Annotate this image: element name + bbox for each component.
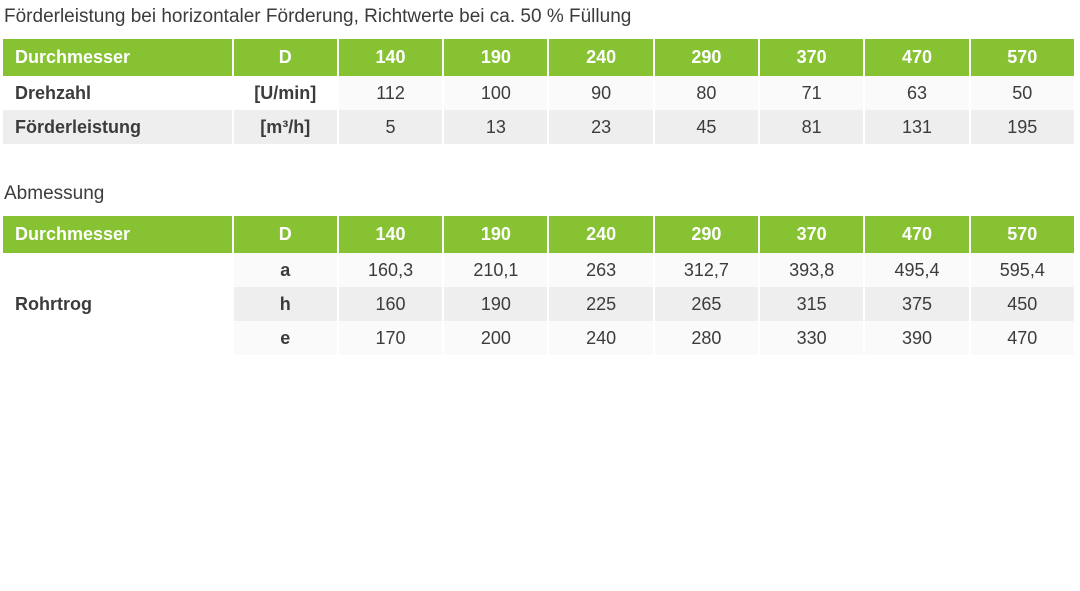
table-row: Drehzahl [U/min] 112 100 90 80 71 63 50 [3,76,1074,110]
header-cell: D [233,39,337,76]
table-header-row: Durchmesser D 140 190 240 290 370 470 57… [3,216,1074,253]
header-cell: D [233,216,337,253]
row-label: Drehzahl [15,82,92,103]
value-cell: 450 [970,287,1074,321]
value-cell: 71 [760,76,864,110]
value-cell: 595,4 [970,253,1074,287]
value-cell: 112 [338,76,443,110]
value-cell: 190 [444,287,548,321]
value-cell: 200 [444,321,548,355]
header-cell: 290 [654,39,759,76]
header-cell: 190 [444,216,548,253]
header-cell: 190 [444,39,548,76]
header-cell: 570 [970,216,1074,253]
value-cell: 280 [654,321,759,355]
value-cell: 23 [549,110,653,144]
value-cell: 495,4 [865,253,969,287]
table-row: Rohrtrog a 160,3 210,1 263 312,7 393,8 4… [3,253,1074,355]
header-cell: 370 [760,216,864,253]
value-cell: 195 [970,110,1074,144]
value-cell: 315 [760,287,864,321]
value-cell: 390 [865,321,969,355]
header-cell: Durchmesser [3,39,232,76]
header-cell: 370 [760,39,864,76]
value-cell: 5 [338,110,443,144]
dimensions-table: Durchmesser D 140 190 240 290 370 470 57… [1,216,1076,355]
table2-title: Abmessung [4,183,105,204]
header-cell: Durchmesser [3,216,232,253]
value-cell: 240 [549,321,653,355]
row-unit: e [233,321,337,355]
value-cell: 225 [549,287,653,321]
header-cell: 470 [865,216,969,253]
value-cell: 50 [970,76,1074,110]
table-row: Förderleistung [m³/h] 5 13 23 45 81 131 … [3,110,1074,144]
value-cell: 330 [760,321,864,355]
value-cell: 81 [760,110,864,144]
value-cell: 131 [865,110,969,144]
row-unit: h [233,287,337,321]
value-cell: 90 [549,76,653,110]
value-cell: 312,7 [654,253,759,287]
value-cell: 393,8 [760,253,864,287]
table-header-row: Durchmesser D 140 190 240 290 370 470 57… [3,39,1074,76]
value-cell: 265 [654,287,759,321]
group-label: Rohrtrog [3,253,232,355]
value-cell: 13 [444,110,548,144]
value-cell: 45 [654,110,759,144]
table1-title: Förderleistung bei horizontaler Förderun… [4,6,632,27]
value-cell: 210,1 [444,253,548,287]
value-cell: 160,3 [338,253,443,287]
conveying-capacity-table: Durchmesser D 140 190 240 290 370 470 57… [1,39,1076,144]
value-cell: 100 [444,76,548,110]
header-cell: 240 [549,39,653,76]
table-row: e 170 200 240 280 330 390 470 [3,321,1074,355]
value-cell: 263 [549,253,653,287]
row-label: Förderleistung [3,110,232,144]
value-cell: 80 [654,76,759,110]
row-unit: [m³/h] [233,110,337,144]
header-cell: 570 [970,39,1074,76]
value-cell: 375 [865,287,969,321]
table-row: h 160 190 225 265 315 375 450 [3,287,1074,321]
value-cell: 470 [970,321,1074,355]
value-cell: 160 [338,287,443,321]
value-cell: 63 [865,76,969,110]
header-cell: 240 [549,216,653,253]
row-unit: a [233,253,337,287]
value-cell: 170 [338,321,443,355]
header-cell: 290 [654,216,759,253]
header-cell: 140 [338,39,443,76]
row-unit: [U/min] [254,82,317,103]
header-cell: 140 [338,216,443,253]
header-cell: 470 [865,39,969,76]
